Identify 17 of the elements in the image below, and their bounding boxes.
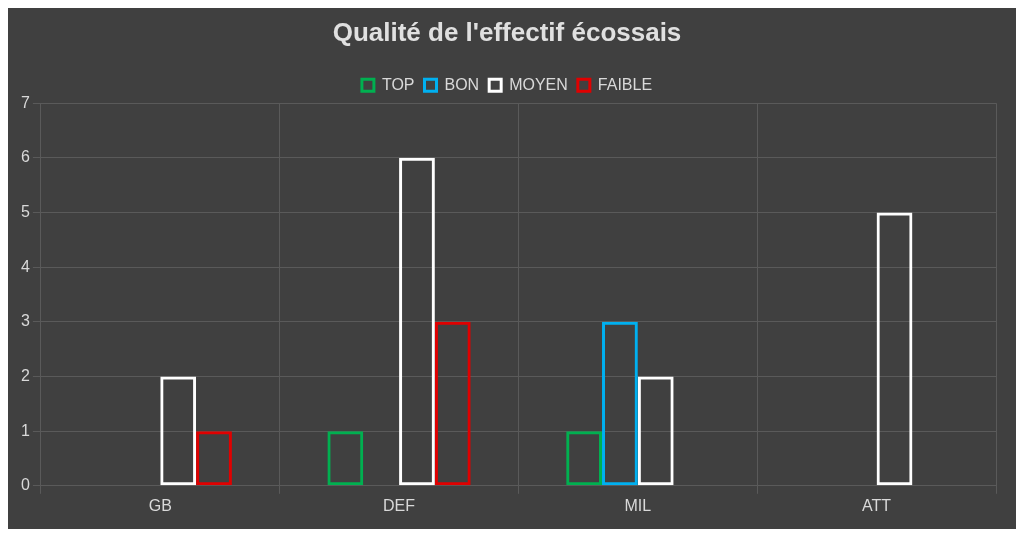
y-tick-label: 4	[20, 257, 30, 275]
y-tick-label: 0	[20, 476, 30, 494]
x-tick-label: GB	[148, 496, 172, 514]
y-tick-label: 5	[20, 202, 30, 220]
y-tick-label: 6	[20, 148, 30, 166]
legend-label: MOYEN	[509, 75, 568, 93]
chart-title: Qualité de l'effectif écossais	[332, 16, 682, 47]
x-tick-label: ATT	[862, 496, 892, 514]
y-tick-label: 3	[20, 312, 30, 330]
y-tick-label: 1	[20, 421, 30, 439]
legend-label: FAIBLE	[597, 75, 653, 93]
x-tick-label: MIL	[624, 496, 652, 514]
y-tick-label: 2	[20, 366, 30, 384]
x-tick-label: DEF	[383, 496, 416, 514]
y-tick-label: 7	[20, 93, 30, 111]
legend-label: BON	[444, 75, 480, 93]
legend-label: TOP	[381, 75, 415, 93]
